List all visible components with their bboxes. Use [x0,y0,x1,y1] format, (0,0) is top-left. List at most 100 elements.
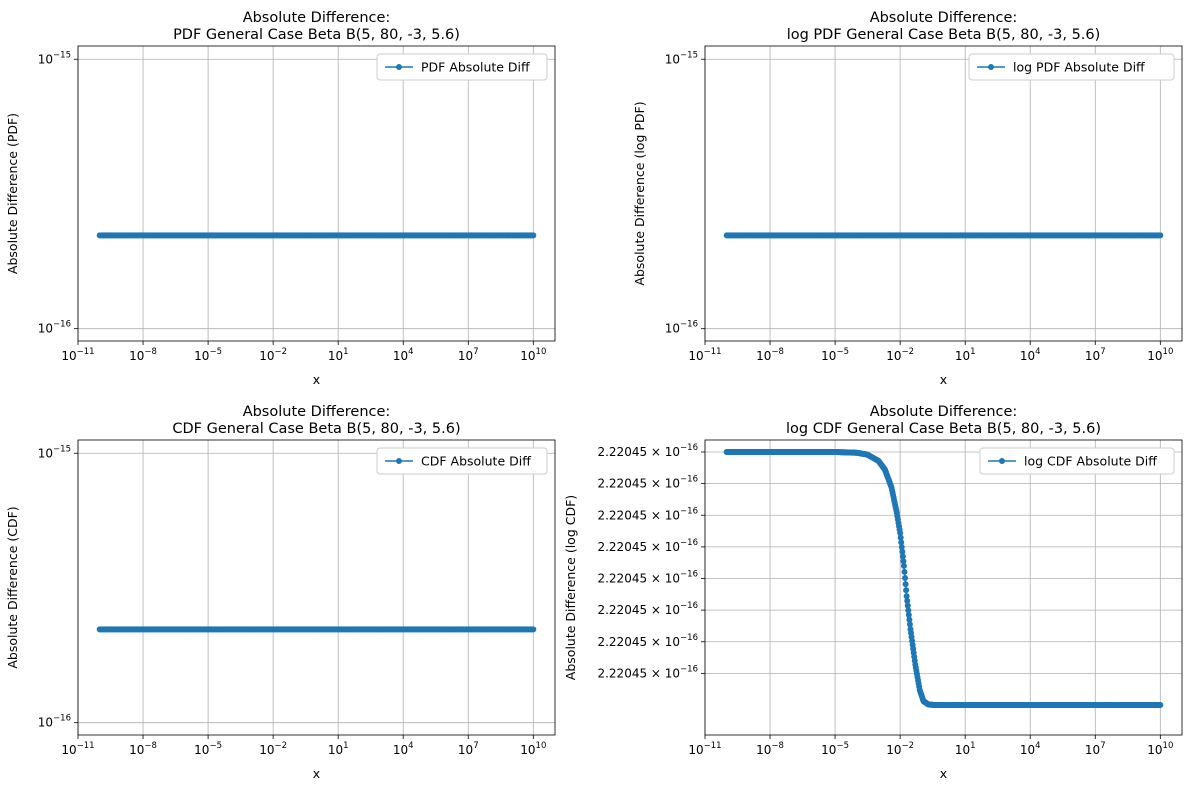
y-tick-base: 10 [38,322,53,336]
x-tick-base: 10 [61,349,76,363]
subplot-3: Absolute Difference:CDF General Case Bet… [5,404,556,781]
x-tick-exponent: −5 [209,741,222,751]
y-tick-exponent: −16 [680,506,698,516]
x-tick-exponent: 10 [536,347,547,357]
y-tick-exponent: −16 [53,320,71,330]
y-tick-exponent: −16 [680,633,698,643]
legend: PDF Absolute Diff [376,53,548,81]
y-tick-mantissa: 2.22045 [597,477,647,491]
data-point [905,607,912,614]
y-tick-base: 10 [665,322,680,336]
y-tick-label: 10−15 [665,50,698,66]
data-point [906,621,913,628]
x-tick-base: 10 [328,349,343,363]
y-tick-exponent: −16 [680,664,698,674]
x-tick-exponent: −8 [771,347,784,357]
y-tick-label: 2.22045 × 10−16 [597,633,698,649]
x-tick-exponent: 1 [970,347,975,357]
x-tick-exponent: 10 [536,741,547,751]
x-tick-exponent: −5 [836,741,849,751]
data-point [902,581,909,588]
y-tick-exponent: −16 [680,538,698,548]
y-tick-label: 10−16 [665,320,698,336]
data-point [903,593,910,600]
y-tick-label: 2.22045 × 10−16 [597,664,698,680]
x-tick-base: 10 [259,743,274,757]
x-tick-label: 101 [955,741,976,757]
y-tick-label: 10−15 [38,50,71,66]
legend-marker [396,64,402,70]
x-tick-exponent: −11 [704,347,722,357]
x-tick-label: 107 [1085,347,1106,363]
x-tick-label: 104 [393,741,414,757]
x-tick-base: 10 [1147,349,1162,363]
x-tick-base: 10 [458,349,473,363]
x-tick-label: 104 [1020,347,1041,363]
y-tick-label: 2.22045 × 10−16 [597,570,698,586]
y-tick-exponent: −16 [53,714,71,724]
y-tick-mantissa: 2.22045 [597,603,647,617]
legend-box [979,447,1175,475]
legend-box [968,53,1175,81]
legend-marker [988,64,994,70]
x-tick-label: 104 [1020,741,1041,757]
y-tick-label: 2.22045 × 10−16 [597,475,698,491]
x-tick-base: 10 [393,743,408,757]
x-tick-exponent: 7 [473,347,478,357]
y-tick-label: 10−16 [38,320,71,336]
x-tick-base: 10 [520,349,535,363]
y-tick-base: 10 [38,446,53,460]
chart-title-line1: Absolute Difference: [870,10,1018,26]
x-tick-exponent: 10 [1163,347,1174,357]
x-tick-base: 10 [393,349,408,363]
x-tick-base: 10 [194,743,209,757]
y-tick-mantissa: 2.22045 [597,508,647,522]
x-axis-label: x [313,372,320,387]
x-tick-label: 107 [458,741,479,757]
x-tick-base: 10 [688,743,703,757]
chart-title-line2: PDF General Case Beta B(5, 80, -3, 5.6) [173,27,460,43]
legend-label: PDF Absolute Diff [421,60,530,75]
x-tick-label: 10−2 [259,347,287,363]
x-tick-exponent: −8 [144,741,157,751]
x-tick-exponent: −8 [771,741,784,751]
x-tick-label: 107 [1085,741,1106,757]
data-point [530,626,537,633]
data-point [904,597,911,604]
x-tick-label: 10−5 [194,347,222,363]
x-tick-exponent: 1 [343,741,348,751]
x-tick-exponent: 7 [1100,347,1105,357]
legend-box [376,53,548,81]
x-tick-base: 10 [955,743,970,757]
subplot-2: Absolute Difference:log PDF General Case… [632,10,1183,387]
y-tick-base: 10 [38,52,53,66]
x-tick-exponent: −11 [77,347,95,357]
x-tick-base: 10 [1085,349,1100,363]
legend-label: log CDF Absolute Diff [1024,454,1157,469]
y-tick-mantissa: 2.22045 [597,540,647,554]
x-tick-label: 10−8 [756,741,784,757]
x-tick-exponent: −2 [902,347,915,357]
legend: CDF Absolute Diff [376,447,548,475]
y-tick-exponent: −16 [680,601,698,611]
x-tick-label: 1010 [1147,741,1173,757]
y-tick-times: × 10 [647,635,680,649]
y-tick-base: 10 [665,52,680,66]
x-tick-exponent: 1 [343,347,348,357]
x-tick-exponent: 4 [1035,741,1040,751]
data-point [901,568,908,575]
data-point [900,562,907,569]
y-tick-times: × 10 [647,477,680,491]
x-tick-exponent: 7 [473,741,478,751]
y-tick-times: × 10 [647,666,680,680]
x-tick-base: 10 [756,349,771,363]
x-tick-base: 10 [1020,349,1035,363]
x-tick-label: 10−5 [821,347,849,363]
x-tick-exponent: −5 [209,347,222,357]
axes-frame [704,439,1183,736]
axes-frame [704,45,1183,342]
x-tick-base: 10 [756,743,771,757]
x-tick-exponent: −8 [144,347,157,357]
chart-title-line2: log PDF General Case Beta B(5, 80, -3, 5… [787,27,1101,43]
x-tick-label: 101 [328,347,349,363]
